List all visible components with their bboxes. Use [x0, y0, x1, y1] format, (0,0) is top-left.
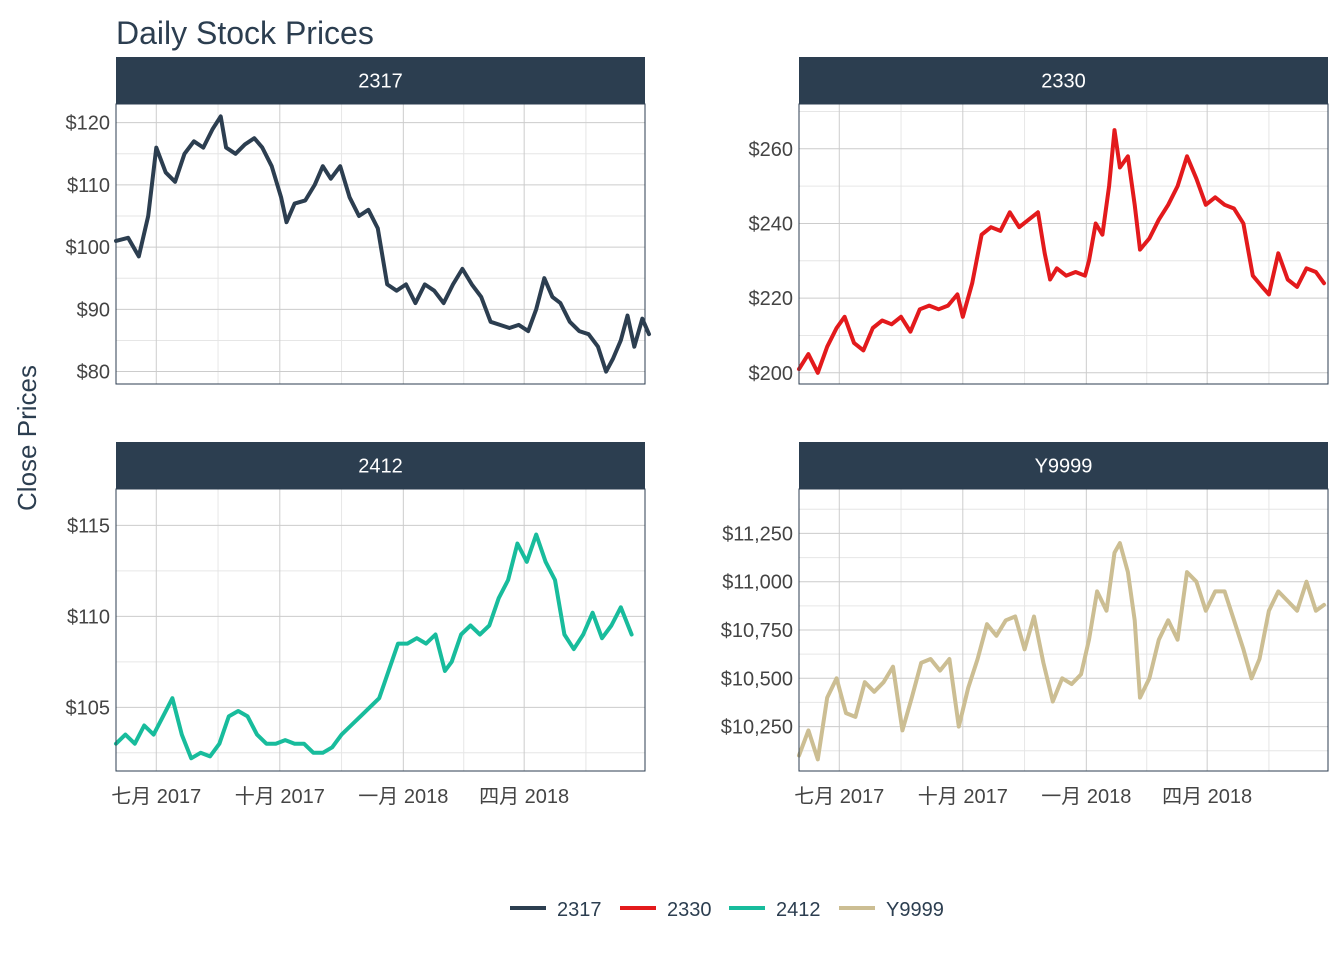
- legend-item-Y9999: Y9999: [839, 899, 944, 921]
- legend-label: 2412: [776, 899, 821, 921]
- y-tick-label: $11,250: [722, 523, 793, 545]
- y-tick-label: $100: [66, 237, 111, 259]
- y-tick-label: $90: [77, 299, 110, 321]
- y-tick-label: $110: [67, 175, 110, 197]
- facet-strip: [116, 57, 645, 104]
- series-line-Y9999: [797, 541, 1326, 762]
- facet-panel-2412: $105 $110 $115 七月 2017 十月 2017 一月 2018 四月 2018…: [66, 442, 646, 808]
- legend-label: 2330: [667, 899, 712, 921]
- y-tick-label: $240: [749, 213, 794, 235]
- x-tick-label: 四月 2018: [1162, 786, 1252, 808]
- facet-strip-label: Y9999: [1035, 456, 1093, 478]
- legend-label: Y9999: [886, 899, 944, 921]
- facet-panels: $80 $90 $100 $110 $120 2317 $200 $220 $240 $260 23…: [66, 57, 1329, 808]
- y-tick-label: $220: [749, 288, 794, 310]
- x-tick-label: 七月 2017: [111, 785, 201, 808]
- series-line-2317: [114, 114, 651, 374]
- legend-label: 2317: [557, 899, 602, 921]
- x-tick-label: 十月 2017: [918, 785, 1008, 808]
- facet-strip: [799, 442, 1328, 489]
- y-tick-label: $260: [749, 139, 794, 161]
- y-tick-label: $10,750: [721, 620, 793, 642]
- facet-strip: [116, 442, 645, 489]
- x-tick-label: 四月 2018: [479, 786, 569, 808]
- legend-item-2330: 2330: [620, 899, 712, 921]
- facet-panel-2317: $80 $90 $100 $110 $120 2317: [66, 57, 651, 385]
- facet-panel-2330: $200 $220 $240 $260 2330: [749, 57, 1329, 385]
- x-tick-label: 一月 2018: [1041, 786, 1131, 808]
- y-tick-label: $11,000: [722, 572, 793, 594]
- facet-strip-label: 2317: [358, 71, 403, 93]
- legend-item-2412: 2412: [729, 899, 821, 921]
- facet-strip-label: 2330: [1041, 71, 1086, 93]
- y-tick-label: $80: [77, 362, 110, 384]
- y-tick-label: $105: [66, 697, 111, 719]
- series-line-2412: [114, 532, 634, 761]
- legend: 2317 2330 2412 Y9999: [510, 899, 944, 921]
- chart-title: Daily Stock Prices: [116, 15, 374, 51]
- facet-strip: [799, 57, 1328, 104]
- x-tick-label: 一月 2018: [358, 786, 448, 808]
- legend-item-2317: 2317: [510, 899, 602, 921]
- y-axis-label: Close Prices: [12, 365, 42, 511]
- y-tick-label: $10,500: [721, 668, 793, 690]
- y-tick-label: $115: [67, 515, 110, 537]
- facet-panel-Y9999: $10,250 $10,500 $10,750 $11,000 $11,250 七月 20…: [721, 442, 1329, 808]
- y-tick-label: $10,250: [721, 717, 793, 739]
- x-tick-label: 七月 2017: [794, 785, 884, 808]
- y-tick-label: $200: [749, 363, 794, 385]
- series-line-2330: [797, 128, 1326, 375]
- x-tick-label: 十月 2017: [235, 785, 325, 808]
- y-tick-label: $110: [67, 606, 110, 628]
- facet-strip-label: 2412: [358, 456, 403, 478]
- y-tick-label: $120: [66, 113, 111, 135]
